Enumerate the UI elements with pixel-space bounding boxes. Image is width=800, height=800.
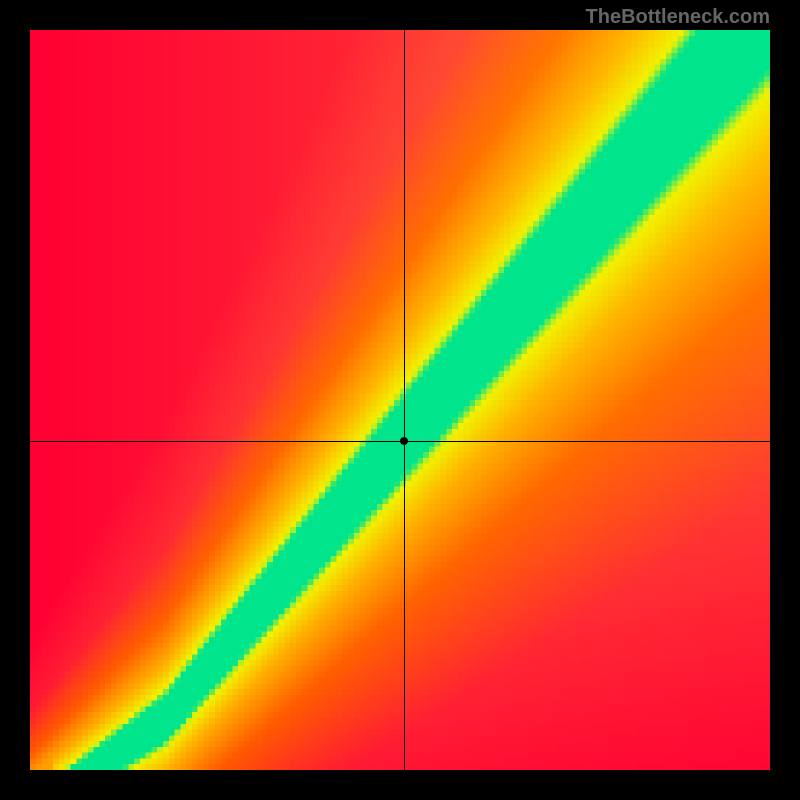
heatmap-canvas bbox=[30, 30, 770, 770]
watermark-text: TheBottleneck.com bbox=[586, 6, 770, 29]
marker-point bbox=[400, 437, 408, 445]
plot-area bbox=[30, 30, 770, 770]
chart-container: TheBottleneck.com bbox=[0, 0, 800, 800]
crosshair-vertical bbox=[404, 30, 405, 770]
